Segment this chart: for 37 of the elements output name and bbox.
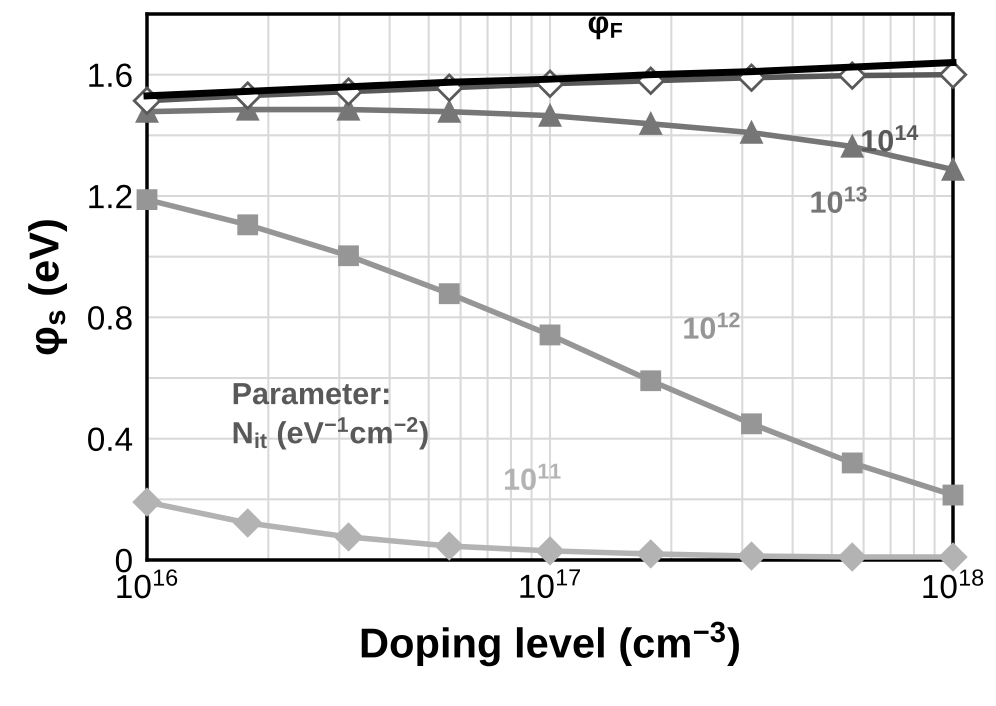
point xyxy=(132,488,162,516)
point xyxy=(841,135,864,158)
y-axis-title: φ$_{s}$ (eV) xyxy=(28,220,68,354)
series-label: 10$^{14}$ xyxy=(862,125,918,152)
y-tick-label: 1.2 xyxy=(89,184,132,208)
point xyxy=(136,189,158,210)
annotation: N$_{it}$ (eV$^{−1}$cm$^{−2}$) xyxy=(234,416,428,450)
series-label: 10$^{12}$ xyxy=(684,312,740,339)
point xyxy=(740,121,763,144)
point xyxy=(741,413,762,434)
annotation: Parameter: xyxy=(234,383,388,404)
x-tick-label: 10$^{17}$ xyxy=(520,569,580,598)
point xyxy=(438,283,460,304)
point xyxy=(334,522,363,552)
y-tick-label: 0.4 xyxy=(88,427,132,452)
series-label: 10$^{13}$ xyxy=(811,186,867,213)
point xyxy=(234,508,262,538)
point xyxy=(838,542,866,572)
point xyxy=(540,324,560,346)
y-tick-label: 0.8 xyxy=(88,306,132,330)
series-label: φ$_{F}$ xyxy=(588,16,622,40)
point xyxy=(842,452,863,474)
point xyxy=(438,100,460,123)
point xyxy=(942,484,964,506)
point xyxy=(338,245,359,266)
series-label: 10$^{11}$ xyxy=(505,464,561,490)
point xyxy=(435,532,464,560)
x-tick-label: 10$^{18}$ xyxy=(923,569,984,598)
point xyxy=(640,112,662,135)
point xyxy=(636,540,665,568)
x-axis-title: Doping level (cm$^{−3}$) xyxy=(362,622,739,666)
point xyxy=(237,214,258,236)
point xyxy=(640,370,662,392)
y-tick-label: 1.6 xyxy=(89,63,132,88)
point xyxy=(536,536,564,566)
point xyxy=(538,104,562,127)
point xyxy=(942,158,964,181)
